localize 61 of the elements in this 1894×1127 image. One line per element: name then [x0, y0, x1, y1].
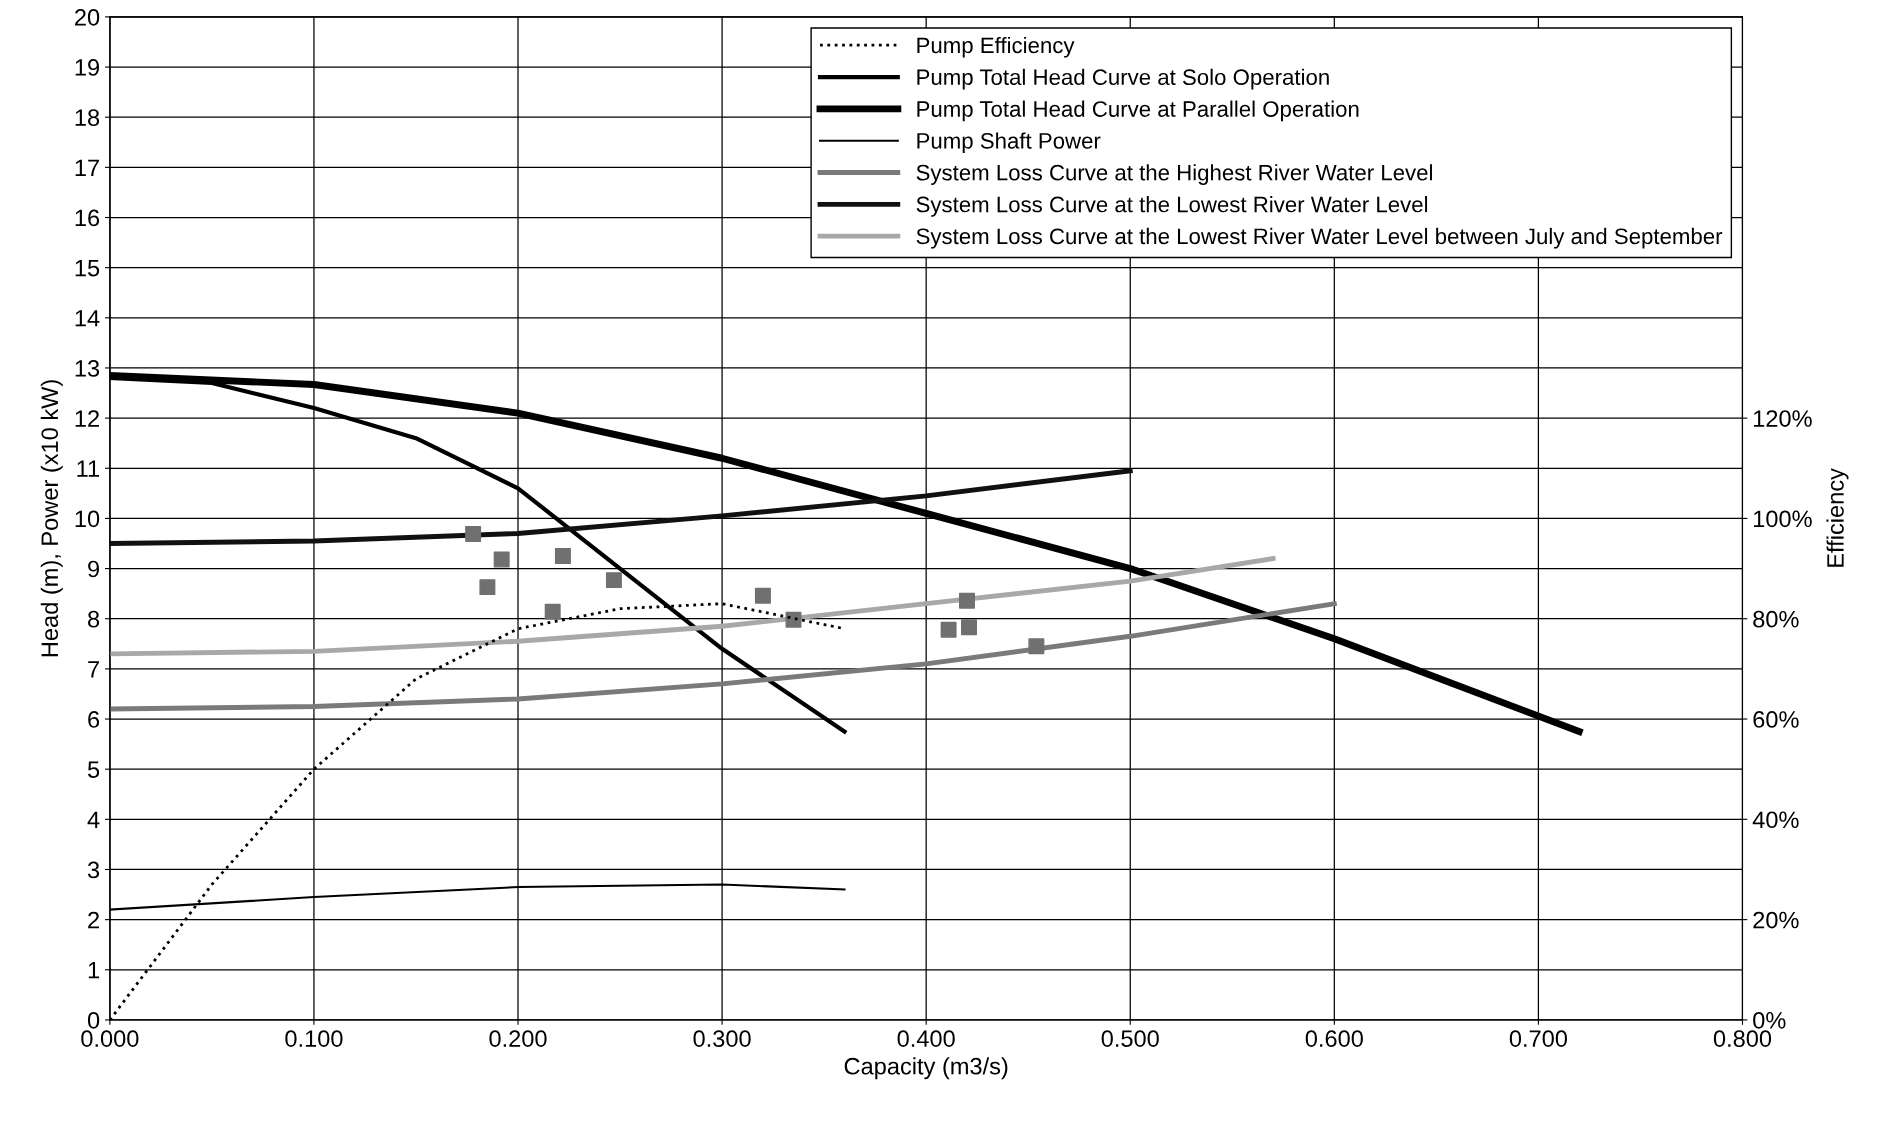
point: [959, 592, 975, 609]
line-series: [109, 468, 1133, 546]
y-tick-label: 8: [88, 610, 100, 628]
x-tick-label: 0.600: [1305, 1030, 1363, 1047]
y2-tick-label: 120%: [1754, 410, 1812, 427]
y-tick-label: 18: [75, 109, 100, 126]
point: [479, 579, 496, 596]
point: [554, 548, 571, 565]
x-tick-label: 0.300: [693, 1030, 751, 1047]
y-tick-label: 4: [87, 811, 100, 828]
y2-tick-label: 20%: [1753, 911, 1799, 929]
legend-label: System Loss Curve at the Lowest River Water Level: [916, 196, 1428, 217]
y-tick-label: 2: [88, 911, 99, 929]
point: [961, 619, 978, 636]
y-tick-label: 13: [75, 360, 100, 377]
x-tick-label: 0.200: [489, 1030, 547, 1047]
legend-label: Pump Total Head Curve at Parallel Operation: [917, 100, 1359, 122]
y2-tick-label: 100%: [1754, 510, 1812, 528]
y2-axis-title: Efficiency: [1826, 468, 1849, 567]
legend-label: Pump Efficiency: [917, 36, 1075, 58]
y-tick-label: 6: [88, 711, 100, 728]
y-tick-label: 11: [77, 460, 99, 477]
x-tick-label: 0.800: [1713, 1030, 1772, 1047]
y-axis-title: Head (m), Power (x10 kW): [40, 380, 63, 657]
y-tick-label: 3: [87, 861, 100, 879]
point: [544, 603, 561, 620]
y-tick-label: 14: [75, 310, 100, 327]
y2-tick-label: 60%: [1753, 711, 1799, 728]
x-axis-title: Capacity (m3/s): [844, 1057, 1008, 1080]
y-tick-label: 0: [87, 1012, 100, 1029]
legend-label: Pump Total Head Curve at Solo Operation: [917, 68, 1329, 90]
legend-label: Pump Shaft Power: [917, 132, 1101, 154]
y-tick-label: 1: [88, 962, 99, 979]
y2-tick-label: 80%: [1753, 610, 1799, 628]
y-tick-label: 15: [75, 259, 100, 277]
x-tick-label: 0.700: [1509, 1030, 1568, 1047]
y-tick-label: 9: [88, 560, 100, 578]
point: [754, 587, 771, 604]
point: [1028, 638, 1045, 655]
line-series: [109, 556, 1276, 657]
point: [465, 525, 482, 542]
x-tick-label: 0.500: [1101, 1030, 1159, 1047]
y2-tick-label: 40%: [1752, 811, 1799, 829]
line-series: [109, 601, 1337, 712]
y-tick-label: 5: [87, 761, 100, 778]
y-tick-label: 20: [75, 8, 100, 26]
y-tick-label: 19: [75, 59, 100, 76]
x-tick-label: 0.100: [285, 1030, 343, 1047]
point: [493, 551, 510, 568]
y-tick-label: 16: [75, 209, 100, 227]
legend-label: System Loss Curve at the Highest River Water Level: [916, 164, 1432, 185]
x-tick-label: 0.000: [81, 1030, 139, 1047]
point: [940, 621, 957, 638]
x-tick-label: 0.400: [897, 1030, 955, 1047]
y-tick-label: 17: [75, 159, 99, 176]
y2-tick-label: 0%: [1753, 1012, 1786, 1029]
point: [605, 572, 622, 589]
y-tick-label: 7: [88, 661, 99, 678]
legend-label: System Loss Curve at the Lowest River Water Level between July and September: [916, 227, 1723, 249]
y-tick-label: 12: [75, 410, 99, 427]
y-tick-label: 10: [75, 510, 100, 528]
